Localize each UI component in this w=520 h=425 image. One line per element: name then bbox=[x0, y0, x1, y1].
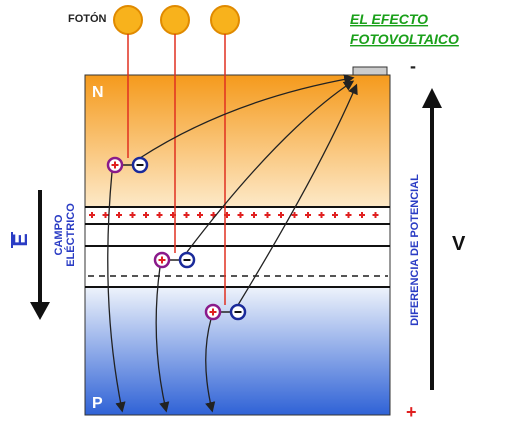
p-label: P bbox=[92, 395, 103, 412]
potential-symbol: V bbox=[452, 233, 466, 255]
field-symbol: E bbox=[10, 233, 32, 246]
field-arrowhead bbox=[30, 302, 50, 320]
n-label: N bbox=[92, 84, 104, 101]
diagram: FOTÓN EL EFECTO FOTOVOLTAICO N P E CAMPO… bbox=[0, 0, 520, 425]
negative-terminal: - bbox=[410, 56, 416, 76]
potential-arrowhead bbox=[422, 88, 442, 108]
photons bbox=[114, 6, 239, 34]
title-line: FOTOVOLTAICO bbox=[350, 31, 459, 47]
title-line: EL EFECTO bbox=[350, 11, 428, 27]
potential-label: DIFERENCIA DE POTENCIAL bbox=[409, 174, 421, 326]
field-label: CAMPO bbox=[53, 214, 65, 255]
field-label: ELÉCTRICO bbox=[64, 203, 77, 267]
photon-label: FOTÓN bbox=[68, 12, 107, 25]
positive-terminal: + bbox=[406, 402, 417, 422]
electrode bbox=[353, 67, 387, 75]
n-region bbox=[85, 75, 390, 207]
